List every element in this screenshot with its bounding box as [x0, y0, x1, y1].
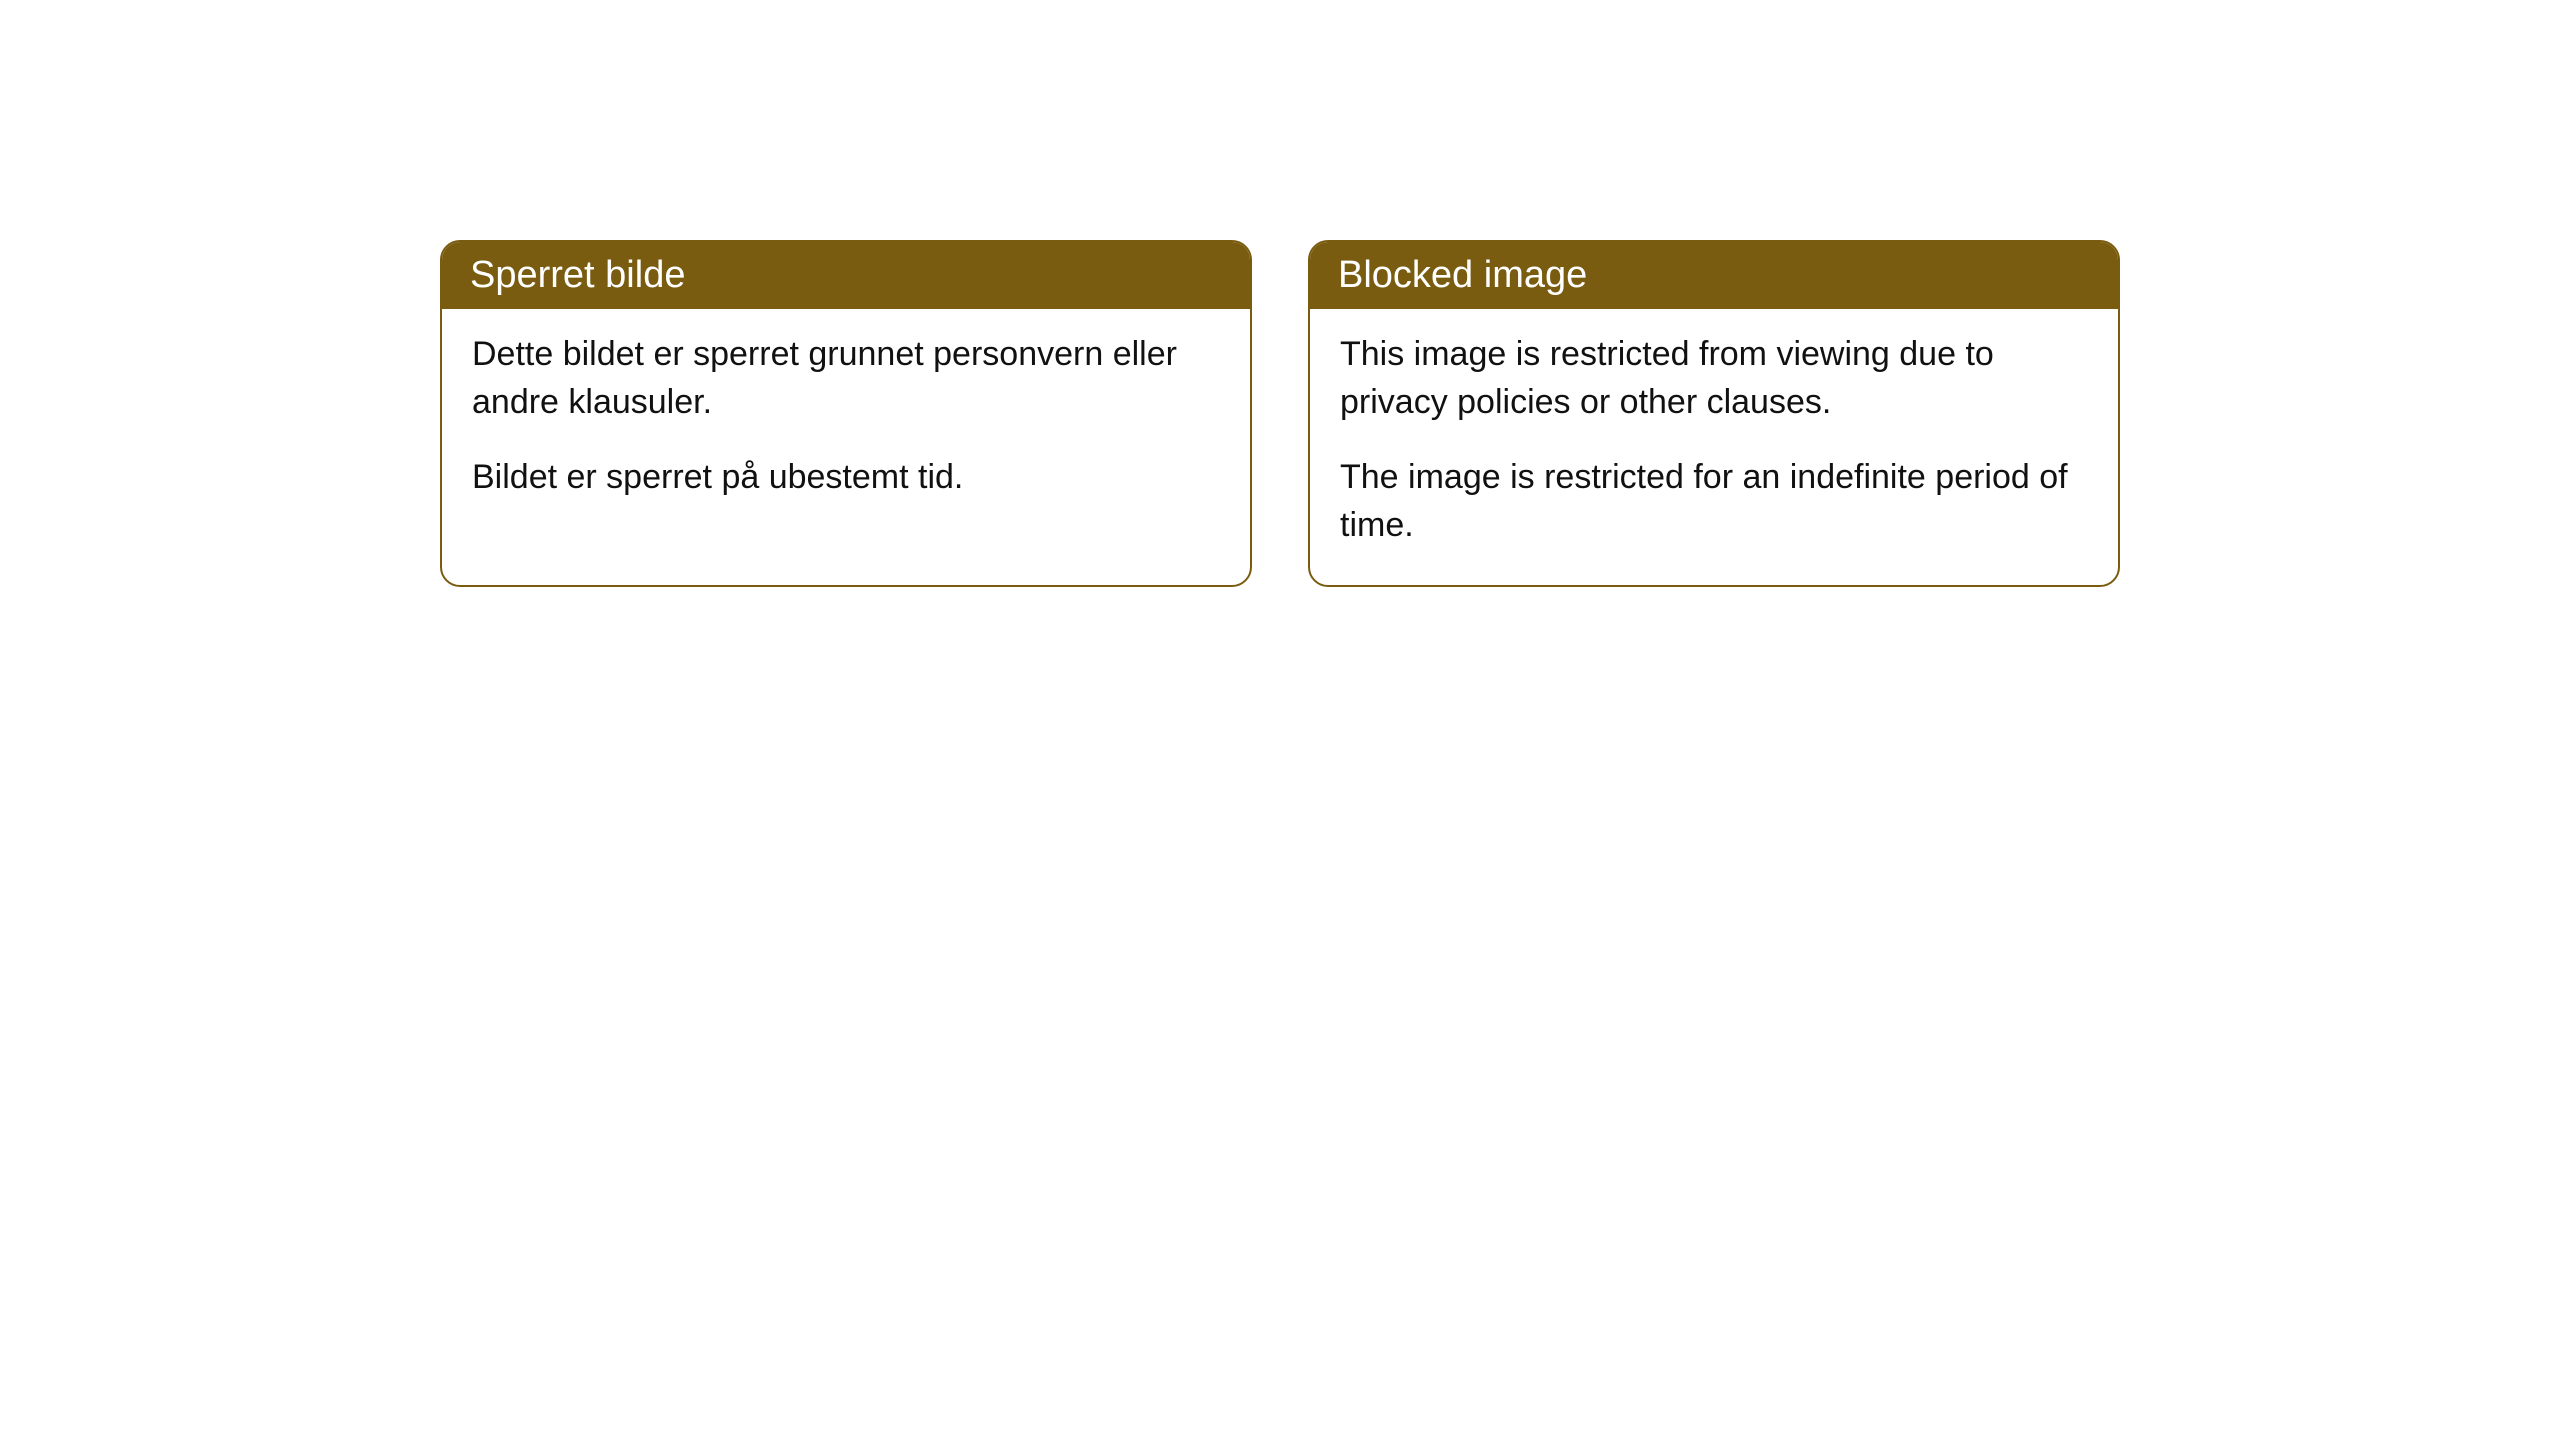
notice-card-norwegian: Sperret bilde Dette bildet er sperret gr… — [440, 240, 1252, 587]
card-title: Sperret bilde — [470, 254, 685, 296]
card-header: Sperret bilde — [442, 242, 1250, 309]
card-paragraph: Bildet er sperret på ubestemt tid. — [472, 454, 1220, 502]
card-paragraph: This image is restricted from viewing du… — [1340, 331, 2088, 426]
card-paragraph: Dette bildet er sperret grunnet personve… — [472, 331, 1220, 426]
card-body: Dette bildet er sperret grunnet personve… — [442, 309, 1250, 538]
card-body: This image is restricted from viewing du… — [1310, 309, 2118, 585]
card-paragraph: The image is restricted for an indefinit… — [1340, 454, 2088, 549]
card-header: Blocked image — [1310, 242, 2118, 309]
card-title: Blocked image — [1338, 254, 1587, 296]
notice-container: Sperret bilde Dette bildet er sperret gr… — [440, 240, 2120, 587]
notice-card-english: Blocked image This image is restricted f… — [1308, 240, 2120, 587]
